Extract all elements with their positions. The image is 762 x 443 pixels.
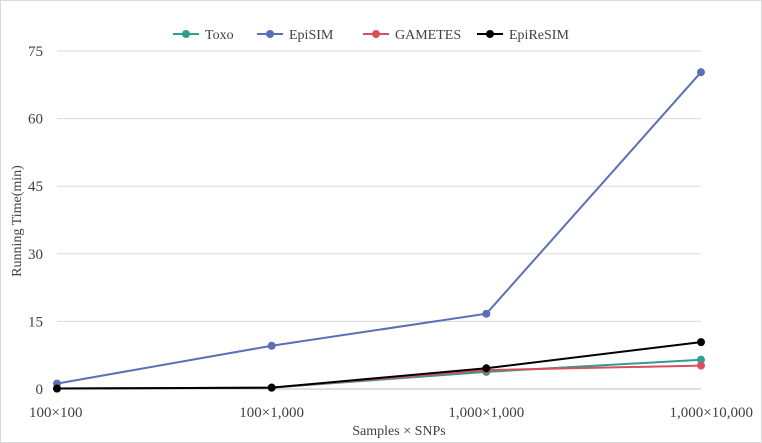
x-tick-label: 1,000×1,000 [448,405,524,421]
data-point [697,355,705,364]
data-point [697,338,705,347]
x-tick-labels: 100×100 100×1,000 1,000×1,000 1,000×10,000 [29,405,753,421]
series-epiresim [53,338,705,393]
y-tick-labels: 0 15 30 45 60 75 [28,44,43,398]
data-point [697,361,705,370]
data-point [267,383,276,392]
legend-item: EpiSIM [257,28,334,43]
y-tick-label: 30 [28,247,43,263]
series-episim [53,68,705,388]
y-tick-label: 15 [28,314,43,330]
legend-label: EpiReSIM [509,28,569,43]
y-tick-label: 45 [28,179,43,195]
legend-label: EpiSIM [289,28,334,43]
legend-marker [486,30,494,38]
series-lines [53,68,705,393]
series-line [56,341,702,390]
legend-item: GAMETES [363,28,461,43]
legend-item: EpiReSIM [477,28,569,43]
legend-item: Toxo [173,28,234,43]
legend: Toxo EpiSIM GAMETES EpiReSIM [173,28,569,43]
series-line [56,358,702,390]
series-line [56,71,702,385]
x-tick-label: 100×1,000 [239,405,304,421]
y-tick-label: 75 [28,44,43,60]
legend-label: GAMETES [395,28,461,43]
legend-marker [266,30,274,38]
x-axis-title: Samples × SNPs [352,424,445,439]
legend-label: Toxo [205,28,234,43]
data-point [482,364,491,373]
gridlines [57,50,701,390]
data-point [482,309,491,318]
legend-marker [372,30,380,38]
x-tick-label: 1,000×10,000 [670,405,753,421]
legend-marker [182,30,190,38]
data-point [697,68,705,77]
data-point [53,384,61,393]
y-axis-title: Running Time(min) [10,165,25,277]
series-toxo [53,355,705,393]
data-point [267,341,276,350]
y-tick-label: 0 [36,382,44,398]
x-tick-label: 100×100 [29,405,82,421]
y-tick-label: 60 [28,112,43,128]
